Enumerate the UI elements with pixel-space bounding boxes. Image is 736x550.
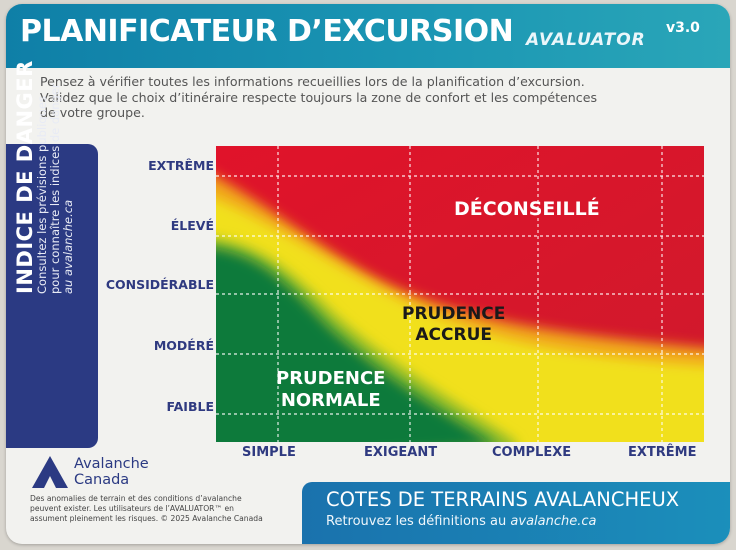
terrain-ratings-title: COTES DE TERRAINS AVALANCHEUX bbox=[326, 488, 680, 511]
brand-name: AVALUATOR bbox=[526, 30, 646, 50]
intro-line: Pensez à vérifier toutes les information… bbox=[40, 74, 585, 89]
danger-rating-text: INDICE DE DANGER Consultez les prévision… bbox=[13, 14, 94, 294]
zone-label-line: PRUDENCE bbox=[402, 304, 506, 324]
disclaimer-line: peuvent exister. Les utilisateurs de l’A… bbox=[30, 504, 234, 513]
zone-label-line: NORMALE bbox=[280, 390, 381, 411]
risk-matrix-graphic bbox=[216, 146, 704, 442]
terrain-class-label: SIMPLE bbox=[242, 445, 296, 460]
danger-rating-title: INDICE DE DANGER bbox=[13, 60, 37, 294]
grid-lines bbox=[216, 146, 704, 442]
mountain-icon bbox=[32, 456, 68, 488]
risk-matrix bbox=[216, 146, 704, 442]
danger-level-label: FAIBLE bbox=[166, 399, 214, 414]
zone-normal-caution bbox=[216, 248, 492, 442]
intro-line: Validez que le choix d’itinéraire respec… bbox=[40, 89, 598, 105]
intro-line: de votre groupe. bbox=[40, 105, 145, 120]
danger-rating-link: au avalanche.ca bbox=[61, 199, 75, 294]
danger-level-label: CONSIDÉRABLE bbox=[105, 277, 214, 292]
logo-text: Avalanche Canada bbox=[74, 456, 149, 488]
disclaimer-line: Des anomalies de terrain et des conditio… bbox=[30, 494, 242, 503]
terrain-ratings-box: COTES DE TERRAINS AVALANCHEUX Retrouvez … bbox=[302, 482, 730, 544]
zone-label-not-recommended: DÉCONSEILLÉ bbox=[454, 198, 600, 220]
intro-text: Pensez à vérifier toutes les information… bbox=[40, 74, 720, 121]
page-title: PLANIFICATEUR D’EXCURSION bbox=[20, 14, 514, 49]
zone-label-line: ACCRUE bbox=[415, 325, 493, 345]
zone-label-extra-caution: PRUDENCE ACCRUE bbox=[402, 304, 505, 346]
trip-planner-card: PLANIFICATEUR D’EXCURSION AVALUATOR v3.0… bbox=[6, 4, 730, 544]
subtitle-text: Retrouvez les définitions au bbox=[326, 514, 511, 529]
logo-line: Avalanche bbox=[74, 456, 149, 472]
danger-rating-note: au avalanche.ca bbox=[61, 14, 75, 294]
logo-line: Canada bbox=[74, 472, 130, 488]
disclaimer-line: assument pleinement les risques. © 2025 … bbox=[30, 514, 263, 523]
version-label: v3.0 bbox=[666, 20, 700, 36]
avalanche-link: avalanche.ca bbox=[510, 514, 597, 529]
danger-level-label: EXTRÊME bbox=[148, 158, 214, 173]
danger-level-label: ÉLEVÉ bbox=[170, 218, 214, 233]
terrain-class-label: COMPLEXE bbox=[492, 445, 572, 460]
disclaimer-text: Des anomalies de terrain et des conditio… bbox=[30, 494, 300, 524]
danger-level-label: MODÉRÉ bbox=[153, 338, 214, 353]
terrain-ratings-subtitle: Retrouvez les définitions au avalanche.c… bbox=[326, 514, 596, 529]
danger-rating-panel bbox=[6, 144, 98, 448]
zone-label-line: PRUDENCE bbox=[276, 368, 386, 389]
terrain-class-label: EXIGEANT bbox=[364, 445, 438, 460]
zone-label-normal-caution: PRUDENCE NORMALE bbox=[276, 368, 385, 412]
header-banner: PLANIFICATEUR D’EXCURSION AVALUATOR v3.0 bbox=[6, 4, 730, 68]
terrain-class-label: EXTRÊME bbox=[628, 445, 697, 460]
